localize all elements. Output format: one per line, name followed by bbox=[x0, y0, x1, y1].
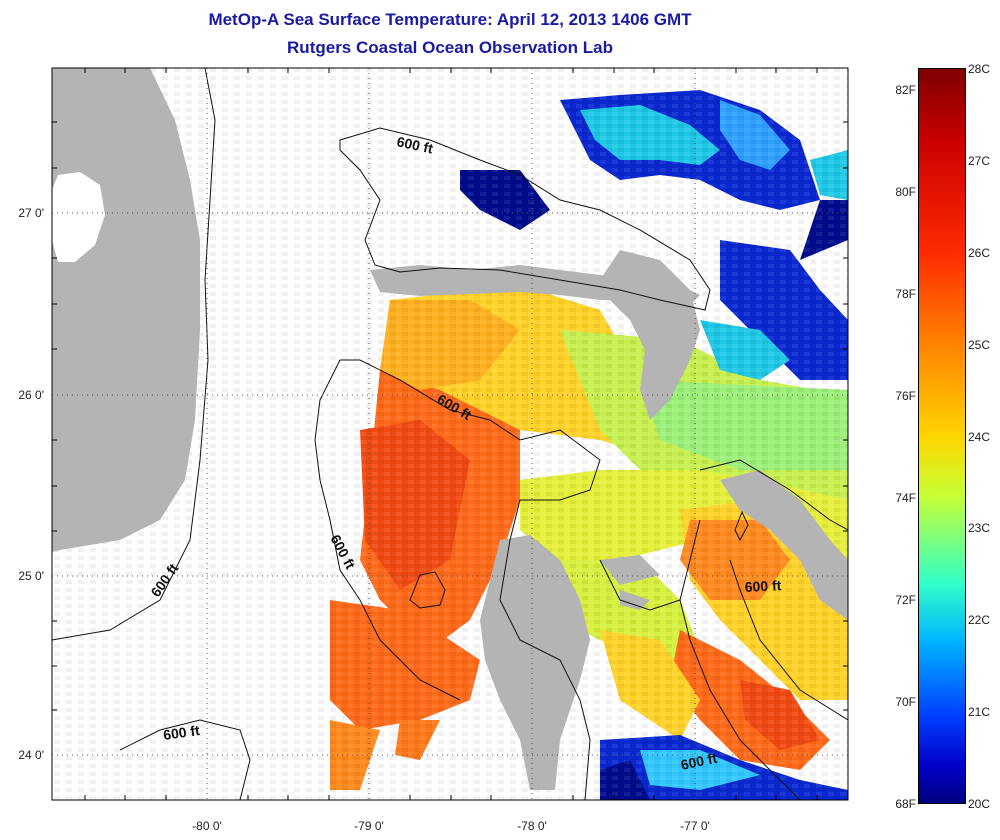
map-subtitle: Rutgers Coastal Ocean Observation Lab bbox=[287, 38, 613, 57]
plot-frame bbox=[51, 67, 849, 801]
depth-contours bbox=[52, 68, 848, 800]
contour-label-5: 600 ft bbox=[744, 577, 782, 595]
y-tick-label: 26 0' bbox=[18, 388, 44, 402]
colorbar-label-f: 82F bbox=[895, 83, 916, 97]
y-tick-label: 27 0' bbox=[18, 206, 44, 220]
x-tick-label: -80 0' bbox=[192, 819, 222, 833]
x-tick-label: -77 0' bbox=[680, 819, 710, 833]
colorbar-label-f: 68F bbox=[895, 797, 916, 811]
contour-label-7: 600 ft bbox=[679, 750, 718, 773]
colorbar-label-f: 72F bbox=[895, 593, 916, 607]
frame-ticks bbox=[52, 68, 848, 800]
contour-label-1: 600 ft bbox=[395, 133, 434, 156]
y-tick-label: 25 0' bbox=[18, 569, 44, 583]
x-tick-label: -79 0' bbox=[354, 819, 384, 833]
colorbar-label-c: 20C bbox=[968, 797, 991, 811]
colorbar-label-c: 23C bbox=[968, 521, 991, 535]
colorbar-label-f: 76F bbox=[895, 389, 916, 403]
contour-labels: 600 ft 600 ft 600 ft 600 ft 600 ft 600 f… bbox=[147, 133, 782, 773]
colorbar-label-c: 26C bbox=[968, 246, 991, 260]
contour-label-6: 600 ft bbox=[162, 722, 201, 743]
colorbar-label-c: 21C bbox=[968, 705, 991, 719]
colorbar-label-f: 78F bbox=[895, 287, 916, 301]
x-tick-label: -78 0' bbox=[517, 819, 547, 833]
colorbar-label-f: 74F bbox=[895, 491, 916, 505]
colorbar-label-c: 24C bbox=[968, 430, 991, 444]
temperature-colorbar bbox=[918, 68, 966, 804]
y-tick-label: 24 0' bbox=[18, 748, 44, 762]
x-axis-labels: -80 0' -79 0' -78 0' -77 0' bbox=[192, 819, 710, 833]
colorbar-label-c: 25C bbox=[968, 338, 991, 352]
lake-okeechobee bbox=[52, 172, 105, 262]
colorbar-label-c: 22C bbox=[968, 613, 991, 627]
map-title: MetOp-A Sea Surface Temperature: April 1… bbox=[208, 10, 692, 29]
colorbar-label-c: 27C bbox=[968, 154, 991, 168]
graticule bbox=[52, 68, 848, 800]
y-axis-labels: 27 0' 26 0' 25 0' 24 0' bbox=[18, 206, 44, 762]
colorbar-label-f: 80F bbox=[895, 185, 916, 199]
sst-data bbox=[52, 68, 848, 800]
colorbar-label-c: 28C bbox=[968, 62, 991, 76]
colorbar-label-f: 70F bbox=[895, 695, 916, 709]
